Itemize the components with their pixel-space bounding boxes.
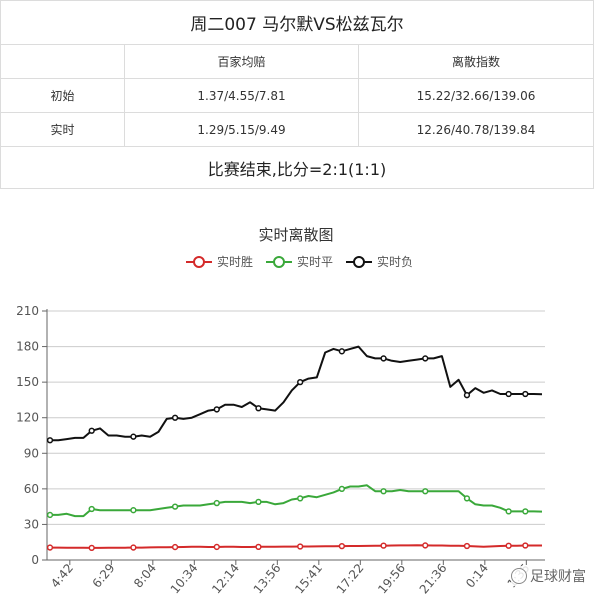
- odds-card: 周二007 马尔默VS松兹瓦尔 百家均赔 离散指数 初始 1.37/4.55/7…: [0, 0, 594, 189]
- chart-legend: 实时胜 实时平 实时负: [186, 254, 413, 269]
- data-point: [171, 414, 179, 421]
- x-tick-label: 21:36: [417, 561, 450, 596]
- data-point: [46, 437, 54, 444]
- data-point: [88, 544, 95, 552]
- data-point: [255, 543, 262, 550]
- legend-label: 实时负: [377, 254, 413, 269]
- row-label: 实时: [0, 112, 125, 147]
- data-point: [380, 542, 387, 549]
- data-point: [338, 542, 346, 550]
- data-point: [522, 508, 529, 515]
- dispersion-value: 15.22/32.66/139.06: [357, 78, 594, 113]
- header-avg-odds: 百家均赔: [124, 44, 359, 79]
- table-row: 实时 1.29/5.15/9.49 12.26/40.78/139.84: [0, 112, 594, 147]
- data-point: [505, 390, 512, 398]
- y-tick-label: 120: [16, 411, 39, 425]
- x-tick-label: 8:04: [131, 561, 159, 591]
- x-tick-label: 6:29: [90, 561, 118, 591]
- data-point: [422, 488, 429, 495]
- data-point: [46, 544, 54, 551]
- data-point: [255, 405, 262, 412]
- x-tick-label: 10:34: [168, 561, 201, 596]
- y-tick-label: 30: [24, 517, 39, 531]
- legend-label: 实时胜: [217, 254, 253, 269]
- match-title: 周二007 马尔默VS松兹瓦尔: [0, 0, 594, 45]
- avg-odds-value: 1.29/5.15/9.49: [124, 112, 359, 147]
- chart-series: [46, 345, 543, 552]
- data-point: [255, 498, 262, 506]
- data-point: [297, 543, 304, 550]
- y-tick-label: 0: [31, 553, 39, 567]
- legend-marker: [273, 256, 285, 268]
- data-point: [380, 488, 387, 495]
- y-tick-label: 180: [16, 340, 39, 354]
- data-point: [463, 392, 471, 399]
- data-point: [297, 378, 304, 386]
- data-point: [171, 503, 179, 510]
- data-point: [88, 427, 95, 434]
- data-point: [522, 542, 529, 549]
- x-tick-label: 15:41: [292, 561, 325, 596]
- data-point: [522, 390, 529, 398]
- watermark-logo-icon: [511, 568, 527, 584]
- chart-axes: 0 30 60 90 120 150 180 210 4:42 6:29 8:04 10:34 12:1…: [16, 304, 545, 596]
- match-result: 比赛结束,比分=2:1(1:1): [0, 146, 594, 189]
- row-label: 初始: [0, 78, 125, 113]
- avg-odds-value: 1.37/4.55/7.81: [124, 78, 359, 113]
- data-point: [297, 495, 304, 502]
- data-point: [213, 499, 220, 507]
- dispersion-chart: 实时离散图 实时胜 实时平 实时负 0 30 60 90 120 150 180 210 4:42 6…: [16, 226, 545, 596]
- data-point: [505, 542, 512, 549]
- data-point: [338, 485, 346, 493]
- odds-table: 周二007 马尔默VS松兹瓦尔 百家均赔 离散指数 初始 1.37/4.55/7…: [0, 0, 594, 189]
- y-tick-label: 210: [16, 304, 39, 318]
- x-tick-label: 4:42: [48, 561, 76, 591]
- data-point: [213, 406, 220, 413]
- data-point: [130, 544, 137, 551]
- legend-label: 实时平: [297, 254, 333, 269]
- data-point: [338, 348, 346, 355]
- header-empty: [0, 44, 125, 79]
- chart-title: 实时离散图: [258, 226, 333, 244]
- legend-marker: [193, 256, 205, 268]
- x-tick-label: 17:22: [334, 561, 367, 596]
- legend-marker: [353, 256, 365, 268]
- data-point: [130, 433, 137, 440]
- data-point: [463, 542, 471, 550]
- data-point: [171, 543, 179, 551]
- dispersion-value: 12.26/40.78/139.84: [357, 112, 594, 147]
- x-tick-label: 0:14: [463, 561, 491, 591]
- data-point: [46, 511, 54, 519]
- watermark-text: 足球财富: [530, 569, 586, 585]
- y-tick-label: 150: [16, 375, 39, 389]
- x-tick-label: 12:14: [209, 561, 242, 596]
- y-tick-label: 60: [24, 482, 39, 496]
- x-tick-label: 13:56: [251, 561, 284, 596]
- data-point: [505, 508, 512, 515]
- data-point: [380, 355, 387, 362]
- watermark: 足球财富: [511, 566, 586, 586]
- data-point: [213, 543, 220, 551]
- header-dispersion: 离散指数: [357, 44, 594, 79]
- data-point: [130, 507, 137, 514]
- data-point: [422, 355, 429, 362]
- data-point: [463, 495, 471, 502]
- data-point: [88, 505, 95, 513]
- x-tick-label: 19:56: [375, 561, 408, 596]
- y-tick-label: 90: [24, 446, 39, 460]
- data-point: [422, 542, 429, 549]
- table-row: 初始 1.37/4.55/7.81 15.22/32.66/139.06: [0, 78, 594, 113]
